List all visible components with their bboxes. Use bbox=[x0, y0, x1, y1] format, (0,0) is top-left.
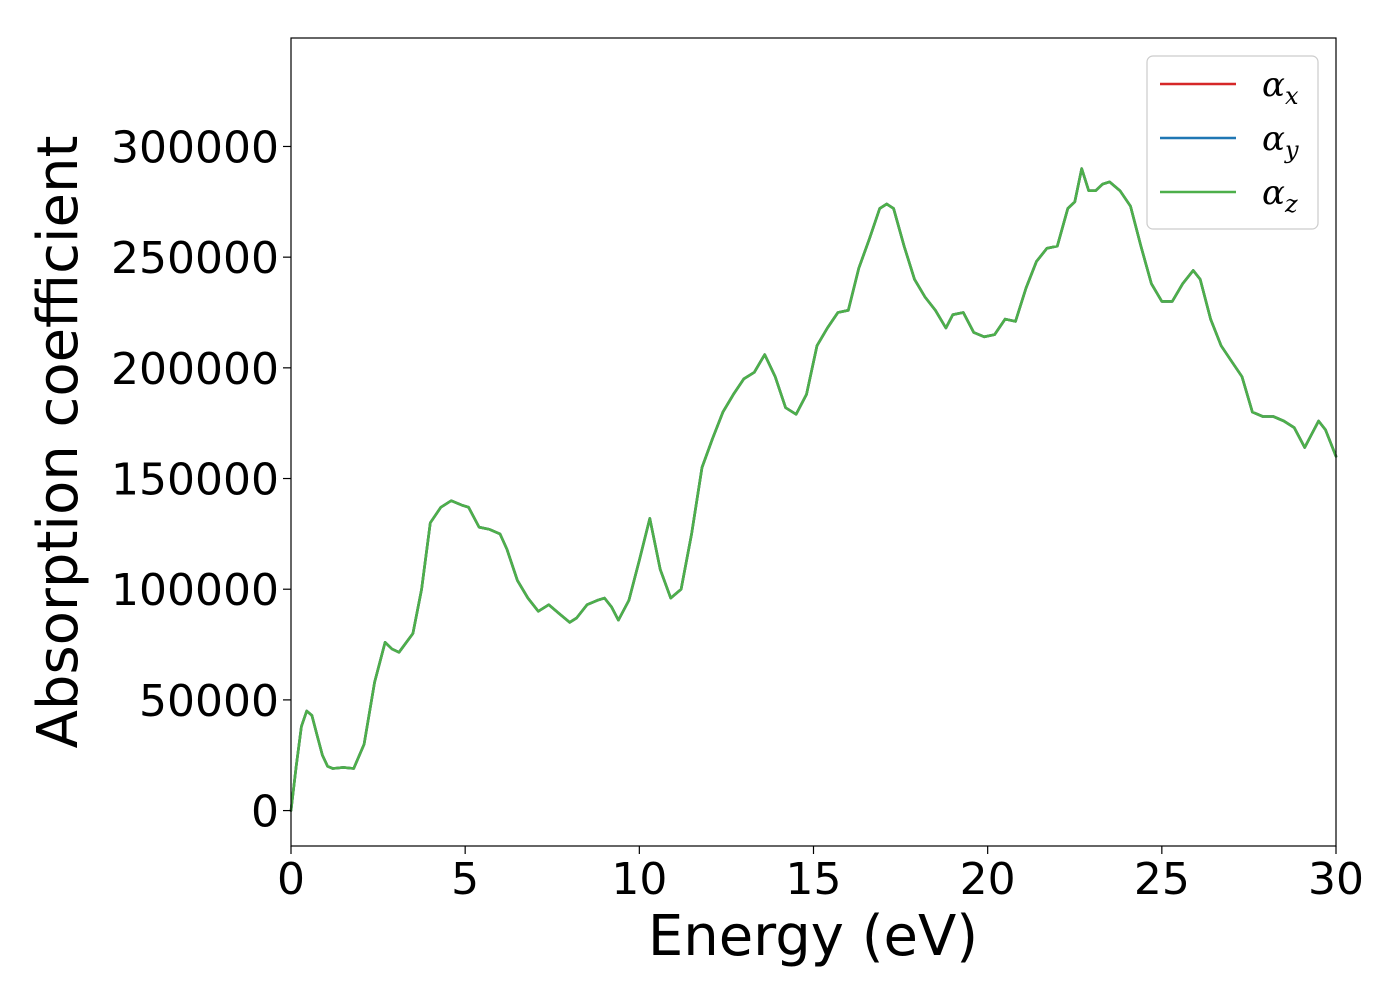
x-tick-label: 30 bbox=[1308, 854, 1364, 905]
series-line-2 bbox=[289, 167, 1338, 812]
x-tick-label: 15 bbox=[786, 854, 842, 905]
legend-box bbox=[1146, 55, 1319, 230]
x-tick-label: 5 bbox=[451, 854, 479, 905]
x-axis-title: Energy (eV) bbox=[648, 904, 978, 969]
series-layer bbox=[289, 167, 1338, 812]
x-tick-label: 25 bbox=[1134, 854, 1190, 905]
y-tick-label: 150000 bbox=[111, 455, 279, 506]
x-tick-label: 0 bbox=[277, 854, 305, 905]
y-tick-label: 200000 bbox=[111, 344, 279, 395]
legend-subscript-y: y bbox=[1284, 136, 1299, 164]
y-axis-title: Absorption coefficient bbox=[26, 136, 91, 749]
x-tick-label: 20 bbox=[960, 854, 1016, 905]
y-axis: 0 50000 100000 150000 200000 250000 300000 bbox=[111, 122, 291, 838]
x-axis: 0 5 10 15 20 25 30 bbox=[277, 846, 1364, 905]
legend-subscript-z: z bbox=[1284, 190, 1298, 218]
x-tick-label: 10 bbox=[611, 854, 667, 905]
y-tick-label: 300000 bbox=[111, 122, 279, 173]
legend-subscript-x: x bbox=[1285, 82, 1299, 110]
y-tick-label: 100000 bbox=[111, 565, 279, 616]
y-tick-label: 50000 bbox=[139, 676, 279, 727]
y-tick-label: 0 bbox=[251, 787, 279, 838]
y-tick-label: 250000 bbox=[111, 233, 279, 284]
